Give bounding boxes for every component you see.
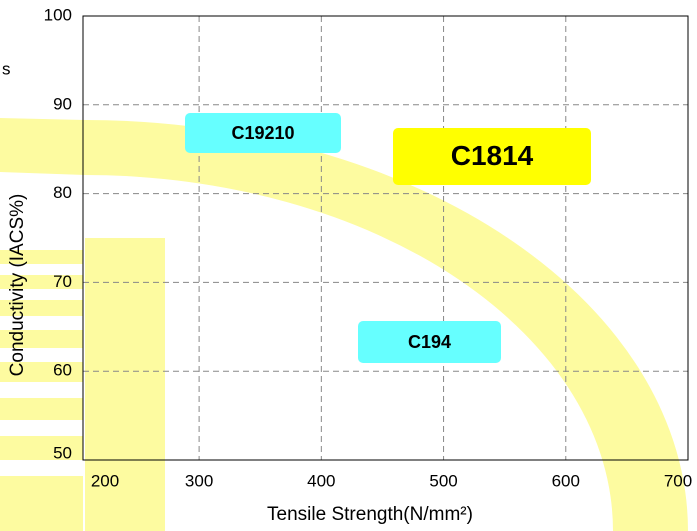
cropped-text: s bbox=[2, 59, 11, 78]
y-tick-label: 70 bbox=[53, 272, 72, 291]
y-tick-label: 80 bbox=[53, 183, 72, 202]
region-box bbox=[393, 128, 591, 185]
stripe bbox=[0, 362, 83, 382]
region-label: C19210 bbox=[231, 123, 294, 143]
stripe bbox=[0, 300, 83, 316]
region-box bbox=[358, 321, 501, 363]
column-band bbox=[85, 238, 165, 531]
region-label: C194 bbox=[408, 332, 451, 352]
x-tick-label: 700 bbox=[664, 471, 692, 490]
stripe bbox=[0, 398, 83, 420]
region-labels: C19210 C1814 C194 bbox=[185, 113, 591, 363]
y-tick-label: 100 bbox=[44, 5, 72, 24]
x-tick-label: 600 bbox=[552, 471, 580, 490]
x-tick-label: 200 bbox=[91, 471, 119, 490]
plot-frame bbox=[82, 15, 689, 461]
y-axis-label: Conductivity (IACS%) bbox=[7, 194, 28, 377]
grid bbox=[83, 16, 688, 460]
stripe bbox=[0, 436, 83, 460]
region-label: C1814 bbox=[451, 140, 534, 171]
y-tick-label: 50 bbox=[53, 443, 72, 462]
arc-band bbox=[0, 118, 688, 531]
y-tick-label: 90 bbox=[53, 94, 72, 113]
x-axis-label: Tensile Strength(N/mm²) bbox=[267, 504, 473, 525]
stripe bbox=[0, 275, 83, 289]
x-tick-label: 500 bbox=[429, 471, 457, 490]
y-tick-label: 60 bbox=[53, 361, 72, 380]
stripe bbox=[0, 476, 83, 531]
stripe bbox=[0, 330, 83, 348]
x-tick-label: 400 bbox=[307, 471, 335, 490]
x-tick-label: 300 bbox=[185, 471, 213, 490]
stripe bbox=[0, 250, 83, 264]
decor-bands bbox=[0, 118, 688, 531]
region-box bbox=[185, 113, 341, 153]
